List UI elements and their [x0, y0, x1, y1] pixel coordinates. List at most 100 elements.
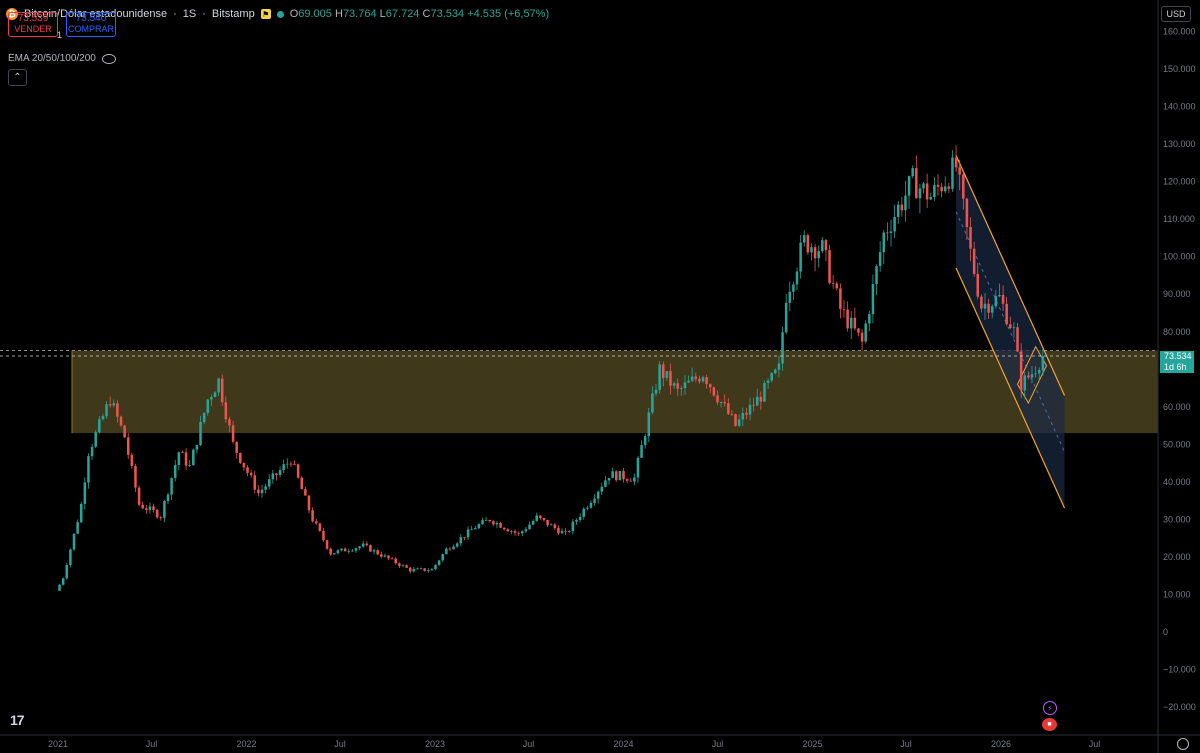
- candle-body: [651, 393, 654, 413]
- candle-body: [658, 364, 661, 390]
- candle-body: [188, 465, 191, 466]
- interval-label[interactable]: 1S: [182, 8, 197, 20]
- indicator-legend[interactable]: EMA 20/50/100/200: [8, 53, 116, 64]
- candle-body: [228, 419, 231, 426]
- candle-body: [549, 524, 553, 526]
- candle-body: [564, 531, 567, 532]
- candle-body: [849, 317, 853, 329]
- candle-body: [611, 471, 614, 479]
- candle-body: [633, 477, 636, 482]
- candle-body: [741, 413, 745, 420]
- candle-body: [528, 524, 531, 530]
- open-value: 69.005: [298, 8, 332, 20]
- channel-fill: [956, 155, 1065, 509]
- tradingview-logo-icon[interactable]: 17: [10, 712, 25, 728]
- candle-body: [896, 204, 900, 218]
- candle-body: [719, 402, 723, 403]
- channel-upper-line: [955, 155, 1066, 396]
- candle-body: [929, 196, 933, 200]
- spread-value: 1: [57, 30, 63, 40]
- candle-body: [1009, 324, 1012, 329]
- candle-body: [669, 371, 672, 386]
- exchange-label: Bitstamp: [211, 8, 255, 20]
- candle-body: [860, 332, 864, 342]
- candle-body: [260, 489, 264, 494]
- candle-body: [369, 545, 372, 552]
- x-tick-label: Jul: [1089, 739, 1101, 749]
- candle-body: [166, 494, 170, 501]
- candle-body: [210, 397, 213, 400]
- candle-body: [311, 510, 314, 522]
- candle-body: [427, 570, 430, 572]
- candle-body: [918, 188, 922, 199]
- buy-button[interactable]: 73.540 COMPRAR: [66, 11, 116, 37]
- candle-body: [470, 529, 473, 531]
- lightning-icon[interactable]: ⚡: [1043, 701, 1057, 715]
- candle-body: [376, 550, 379, 555]
- candle-body: [184, 452, 188, 466]
- candle-body: [333, 553, 336, 555]
- y-tick-label: 100.000: [1163, 252, 1196, 262]
- candle-body: [217, 378, 220, 393]
- candle-body: [264, 486, 267, 490]
- sell-button[interactable]: 73.539 VENDER: [8, 11, 58, 37]
- candle-body: [980, 296, 983, 309]
- candle-body: [61, 578, 65, 585]
- candle-body: [886, 232, 889, 234]
- close-value: 73.534: [430, 8, 465, 20]
- candle-body: [748, 404, 752, 415]
- candle-body: [647, 412, 651, 437]
- candle-body: [643, 436, 647, 446]
- candle-body: [640, 445, 643, 458]
- x-tick-label: 2023: [425, 739, 445, 749]
- candle-body: [423, 568, 426, 571]
- candle-body: [835, 283, 839, 289]
- candle-body: [148, 506, 152, 510]
- candle-body: [553, 524, 557, 529]
- candle-body: [90, 446, 94, 457]
- candle-body: [220, 378, 224, 403]
- candle-body: [463, 537, 466, 538]
- candle-body: [546, 519, 549, 526]
- candle-body: [604, 480, 607, 487]
- candle-body: [893, 217, 896, 232]
- candle-body: [390, 558, 394, 560]
- eye-hidden-icon[interactable]: [101, 53, 116, 64]
- sell-label: VENDER: [14, 24, 52, 34]
- candle-body: [990, 306, 994, 313]
- candle-body: [206, 399, 210, 413]
- currency-button[interactable]: USD: [1161, 6, 1191, 22]
- high-value: 73.764: [342, 8, 377, 20]
- candle-body: [878, 252, 882, 267]
- y-tick-label: 80.000: [1163, 327, 1191, 337]
- settings-gear-icon[interactable]: [1177, 738, 1189, 750]
- chevron-up-icon[interactable]: ⌃: [8, 69, 27, 86]
- candle-body: [940, 186, 943, 192]
- candle-body: [213, 392, 217, 398]
- candle-body: [889, 231, 893, 233]
- candle-body: [925, 183, 929, 200]
- candle-body: [275, 473, 278, 475]
- y-tick-label: −20.000: [1163, 702, 1196, 712]
- candle-body: [593, 498, 596, 503]
- flag-icon[interactable]: ⚑: [260, 9, 271, 19]
- candle-body: [195, 444, 199, 450]
- candle-body: [405, 565, 408, 568]
- symbol-title[interactable]: Bitcoin/Dólar estadounidense: [24, 8, 168, 20]
- y-tick-label: 10.000: [1163, 589, 1191, 599]
- candle-body: [177, 452, 181, 466]
- candle-body: [900, 204, 904, 211]
- x-tick-label: 2021: [48, 739, 68, 749]
- candle-body: [412, 569, 416, 572]
- candle-body: [224, 402, 228, 420]
- candle-body: [575, 520, 578, 522]
- us-flag-icon[interactable]: ■: [1042, 718, 1057, 731]
- candle-body: [495, 522, 499, 525]
- candle-body: [293, 464, 296, 466]
- candle-body: [155, 510, 159, 518]
- candle-body: [770, 373, 773, 381]
- candle-body: [1005, 303, 1008, 325]
- candle-body: [116, 403, 119, 417]
- channel-lower-line: [955, 267, 1066, 509]
